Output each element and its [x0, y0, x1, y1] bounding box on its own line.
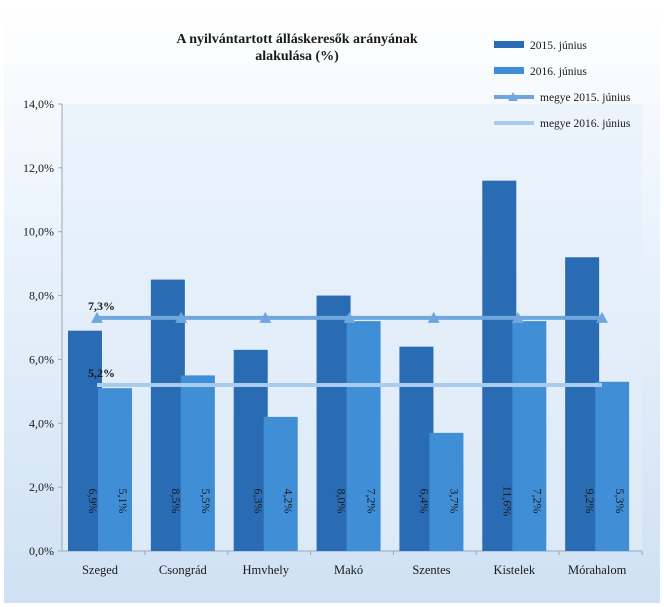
legend: 2015. június 2016. június megye 2015. júni…	[494, 40, 631, 130]
y-tick-label: 0,0%	[29, 544, 54, 558]
line-marker	[511, 311, 524, 323]
category-label: Szentes	[412, 563, 450, 577]
category-label: Mórahalom	[568, 563, 627, 577]
line-marker	[91, 311, 103, 323]
y-tick-label: 8,0%	[29, 289, 54, 303]
legend-label: 2015. június	[530, 40, 587, 52]
y-tick-label: 4,0%	[29, 416, 54, 430]
line-layer	[91, 311, 608, 387]
county-average-label: 7,3%	[88, 299, 115, 313]
bar-2015	[150, 279, 185, 551]
line-marker	[175, 311, 188, 323]
bar-value-label: 7,2%	[365, 489, 379, 514]
legend-swatch	[494, 41, 524, 48]
bar-2015	[565, 257, 600, 551]
bar-2015	[68, 330, 102, 551]
label-layer: 6,9% 5,1% Szeged 8,5% 5,5% Csongrád 6,3% 4,2% Hm…	[82, 299, 627, 577]
bar-value-label: 8,0%	[335, 489, 349, 514]
category-label: Szeged	[82, 563, 119, 577]
bar-2015	[233, 349, 268, 551]
y-tick-label: 6,0%	[29, 352, 54, 366]
bar-value-label: 9,2%	[583, 489, 597, 514]
bar-value-label: 8,5%	[169, 489, 183, 514]
bar-2015	[482, 180, 517, 551]
legend-label: megye 2016. június	[540, 118, 631, 130]
bar-value-label: 6,4%	[417, 489, 431, 514]
line-marker	[596, 311, 608, 323]
y-tick-label: 2,0%	[29, 480, 54, 494]
category-label: Csongrád	[159, 563, 208, 577]
line-marker	[259, 311, 272, 323]
bar-2016	[98, 388, 132, 551]
chart-title-line-2: alakulása (%)	[255, 49, 339, 64]
category-label: Makó	[334, 563, 363, 577]
bar-value-label: 3,7%	[447, 489, 461, 514]
bar-value-label: 11,6%	[500, 486, 514, 517]
y-tick-label: 14,0%	[23, 97, 54, 111]
bar-value-label: 5,1%	[116, 489, 130, 514]
bar-2016	[512, 321, 547, 551]
bar-value-label: 4,2%	[282, 489, 296, 514]
line-marker	[343, 311, 356, 323]
bar-2016	[346, 321, 381, 551]
bar-value-label: 6,9%	[86, 489, 100, 514]
chart-title-line-1: A nyilvántartott álláskeresők arányának	[176, 32, 417, 47]
bar-value-label: 5,3%	[613, 489, 627, 514]
category-label: Kistelek	[493, 563, 535, 577]
bar-2016	[263, 416, 298, 551]
bar-value-label: 7,2%	[530, 489, 544, 514]
county-average-label: 5,2%	[88, 366, 115, 380]
legend-label: 2016. június	[530, 66, 587, 78]
line-marker	[427, 311, 440, 323]
legend-swatch	[494, 67, 524, 74]
bar-2016	[180, 375, 215, 551]
y-tick-label: 12,0%	[23, 161, 54, 175]
bar-value-label: 6,3%	[252, 489, 266, 514]
bar-2016	[595, 381, 630, 551]
category-label: Hmvhely	[242, 563, 289, 577]
bar-value-label: 5,5%	[199, 489, 213, 514]
legend-label: megye 2015. június	[540, 92, 631, 104]
y-tick-label: 10,0%	[23, 225, 54, 239]
legend-marker	[508, 92, 518, 101]
bar-2015	[316, 295, 351, 551]
bar-2016	[429, 432, 464, 551]
bar-2015	[399, 346, 434, 551]
